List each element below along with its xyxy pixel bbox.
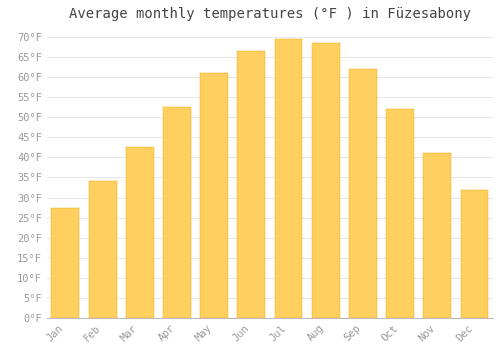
Bar (312, 43, 340, 318)
Bar (52, 208, 80, 318)
Bar (274, 39, 302, 318)
Title: Average monthly temperatures (°F ) in Füzesabony: Average monthly temperatures (°F ) in Fü… (69, 7, 471, 21)
Bar (386, 109, 414, 318)
Bar (424, 153, 451, 318)
Bar (200, 73, 228, 318)
Bar (238, 51, 266, 318)
Bar (126, 147, 154, 318)
Bar (88, 182, 117, 318)
Bar (349, 69, 377, 318)
Bar (460, 189, 488, 318)
Bar (163, 107, 191, 318)
